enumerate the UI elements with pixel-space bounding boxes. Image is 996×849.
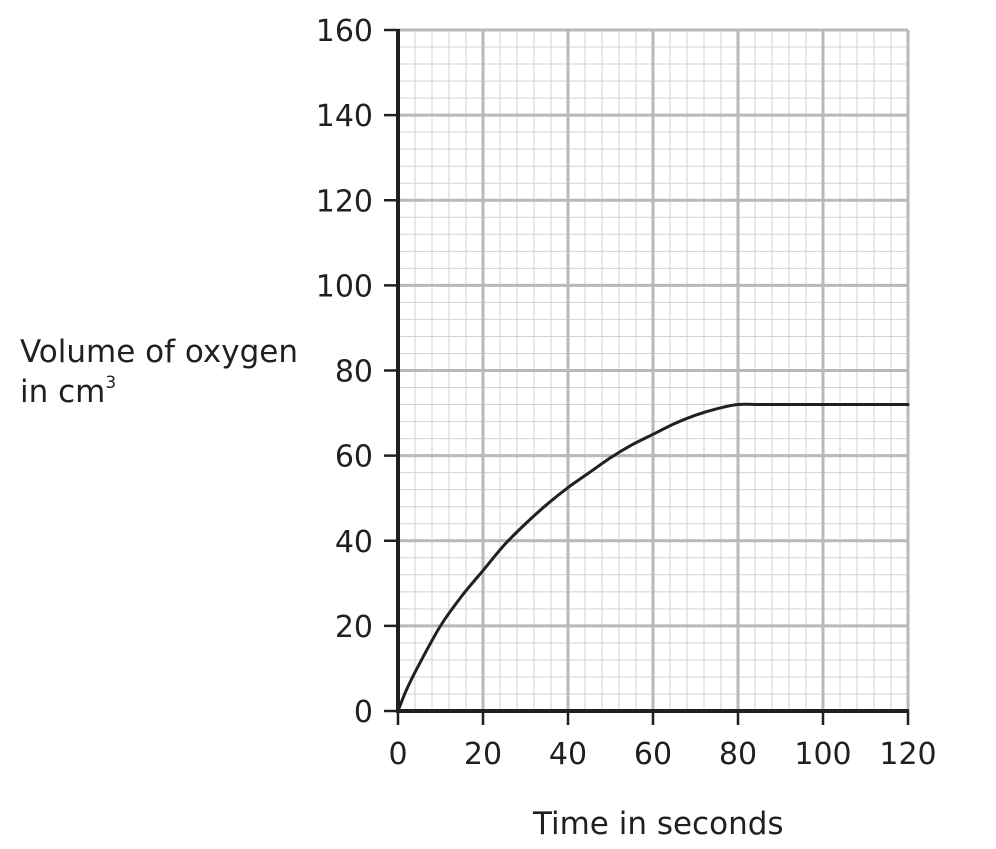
y-axis-label-line2: in cm3 xyxy=(20,372,298,412)
x-tick-label: 0 xyxy=(388,737,407,772)
y-tick-label: 160 xyxy=(316,14,373,49)
y-tick-label: 20 xyxy=(335,610,373,645)
x-tick-label: 100 xyxy=(794,737,851,772)
y-axis-label: Volume of oxygen in cm3 xyxy=(20,332,298,412)
x-axis-label: Time in seconds xyxy=(533,806,784,842)
oxygen-volume-curve xyxy=(396,402,910,713)
y-tick-label: 40 xyxy=(335,525,373,560)
y-tick-label: 140 xyxy=(316,99,373,134)
tick-labels: 0 20 40 60 80 100 120 0 20 40 60 80 100 120 140 160 xyxy=(316,14,937,772)
y-tick-label: 60 xyxy=(335,440,373,475)
x-tick-label: 80 xyxy=(719,737,757,772)
y-axis-label-line1: Volume of oxygen xyxy=(20,334,298,370)
x-tick-label: 40 xyxy=(549,737,587,772)
y-tick-label: 80 xyxy=(335,355,373,390)
y-tick-label: 120 xyxy=(316,184,373,219)
y-tick-label: 100 xyxy=(316,269,373,304)
x-tick-label: 20 xyxy=(464,737,502,772)
major-gridlines xyxy=(398,28,910,711)
x-tick-label: 60 xyxy=(634,737,672,772)
y-tick-label: 0 xyxy=(354,695,373,730)
tick-marks xyxy=(384,28,910,725)
y-axis-label-unit: in cm xyxy=(20,374,106,410)
x-tick-label: 120 xyxy=(879,737,936,772)
data-series xyxy=(396,402,910,713)
y-axis-label-superscript: 3 xyxy=(105,373,117,393)
